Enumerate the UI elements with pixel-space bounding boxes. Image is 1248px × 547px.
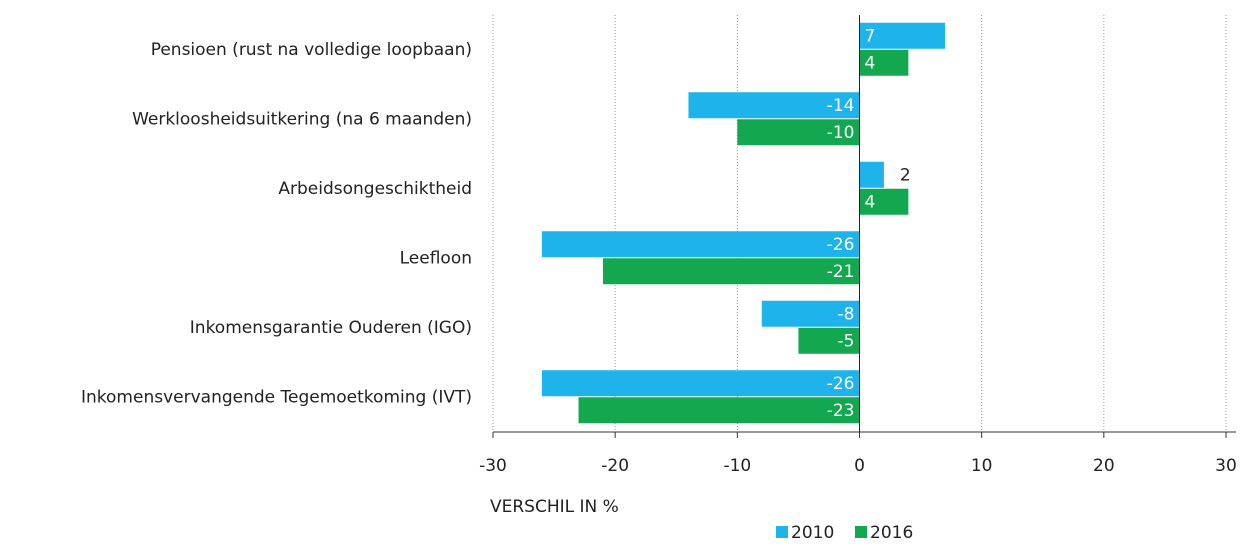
bar bbox=[541, 370, 860, 397]
bar bbox=[859, 22, 946, 49]
bar bbox=[602, 258, 860, 285]
value-label: 7 bbox=[865, 26, 876, 46]
category-label: Inkomensgarantie Ouderen (IGO) bbox=[190, 318, 472, 338]
bar bbox=[541, 231, 860, 258]
x-tick-label: 30 bbox=[1215, 456, 1237, 476]
value-label: -5 bbox=[838, 331, 855, 351]
value-label: -8 bbox=[838, 304, 855, 324]
x-tick-label: 0 bbox=[854, 456, 865, 476]
bar bbox=[578, 397, 860, 424]
legend-swatch bbox=[855, 526, 867, 538]
x-tick-label: 10 bbox=[971, 456, 993, 476]
category-label: Inkomensvervangende Tegemoetkoming (IVT) bbox=[81, 387, 472, 407]
x-tick-label: -20 bbox=[601, 456, 629, 476]
value-label: 4 bbox=[865, 192, 876, 212]
legend-swatch bbox=[776, 526, 788, 538]
value-label: -26 bbox=[827, 374, 855, 394]
value-label: 4 bbox=[865, 53, 876, 73]
value-label: -23 bbox=[827, 401, 855, 421]
legend-label: 2016 bbox=[870, 523, 913, 543]
value-label: -26 bbox=[827, 235, 855, 255]
bar bbox=[859, 188, 909, 215]
bar bbox=[859, 49, 909, 76]
category-label: Werkloosheidsuitkering (na 6 maanden) bbox=[132, 109, 472, 129]
legend-label: 2010 bbox=[791, 523, 834, 543]
value-label: -14 bbox=[827, 96, 855, 116]
x-tick-label: -10 bbox=[723, 456, 751, 476]
x-tick-label: -30 bbox=[479, 456, 507, 476]
category-label: Arbeidsongeschiktheid bbox=[278, 179, 472, 199]
value-label: 2 bbox=[900, 165, 911, 185]
bar bbox=[737, 119, 860, 146]
bar bbox=[798, 327, 860, 354]
bar bbox=[859, 161, 884, 188]
value-label: -21 bbox=[827, 262, 855, 282]
bar bbox=[761, 300, 860, 327]
x-tick-label: 20 bbox=[1093, 456, 1115, 476]
value-label: -10 bbox=[827, 123, 855, 143]
x-axis-label: VERSCHIL IN % bbox=[490, 497, 619, 517]
bar bbox=[688, 92, 860, 119]
category-label: Pensioen (rust na volledige loopbaan) bbox=[151, 40, 472, 60]
category-label: Leefloon bbox=[400, 248, 472, 268]
